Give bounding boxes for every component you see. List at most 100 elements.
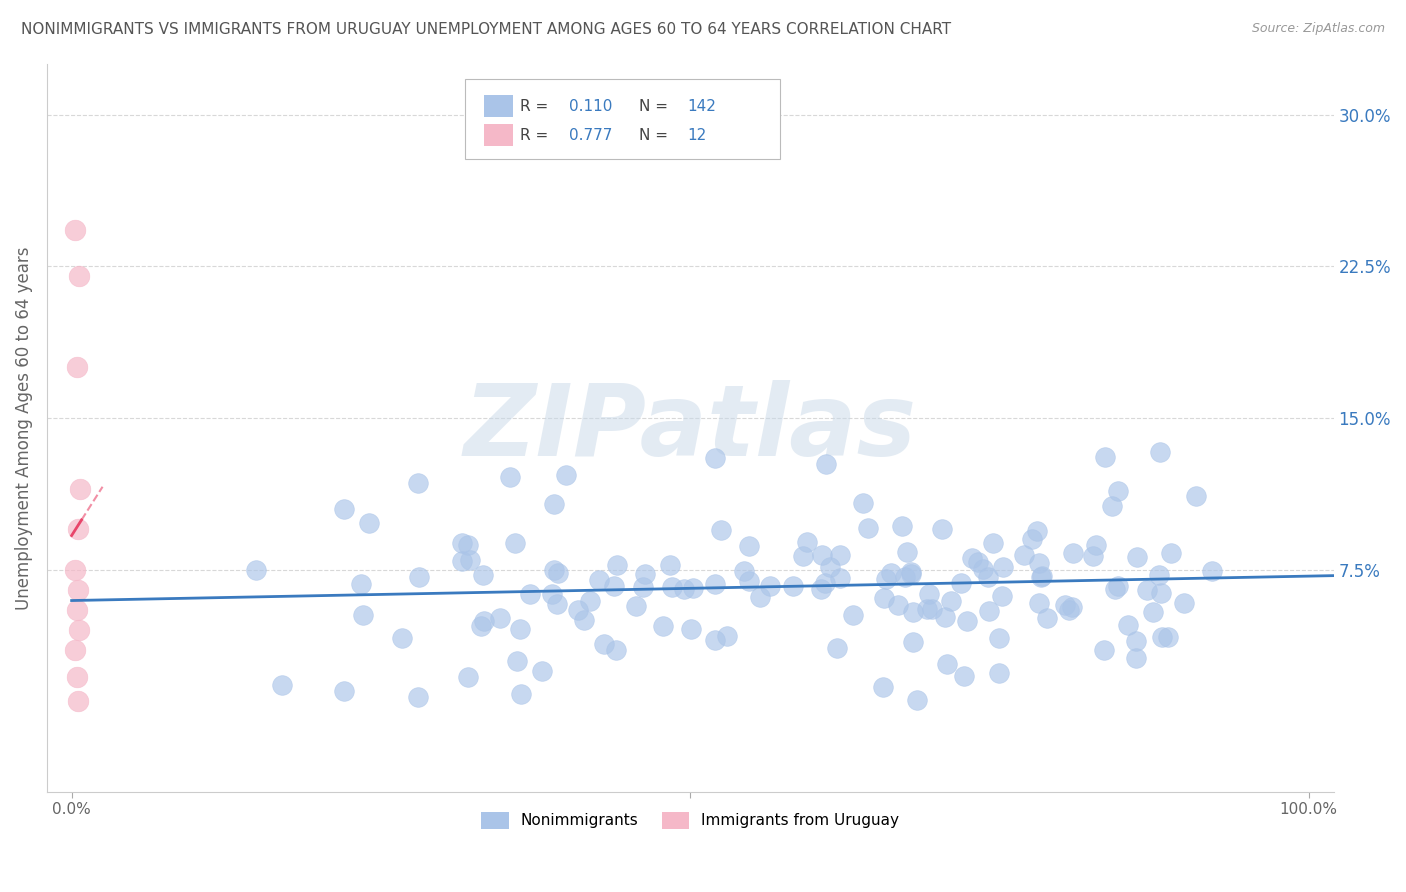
Point — [703, 577, 725, 591]
Point — [391, 632, 413, 646]
Point — [941, 594, 963, 608]
Point — [875, 572, 897, 586]
Point — [499, 470, 522, 484]
Point — [65, 670, 87, 684]
Point — [1116, 618, 1139, 632]
Y-axis label: Unemployment Among Ages 60 to 64 years: Unemployment Among Ages 60 to 64 years — [15, 246, 32, 610]
Point — [1081, 549, 1104, 563]
Point — [873, 591, 896, 605]
Point — [352, 608, 374, 623]
Point — [749, 590, 772, 604]
Point — [828, 571, 851, 585]
FancyBboxPatch shape — [484, 95, 513, 117]
Text: 12: 12 — [688, 128, 707, 143]
Point — [1125, 650, 1147, 665]
Point — [815, 458, 838, 472]
Point — [1142, 605, 1164, 619]
Point — [572, 614, 595, 628]
Point — [65, 360, 87, 375]
Point — [1160, 546, 1182, 560]
Point — [931, 522, 953, 536]
Point — [66, 522, 89, 536]
Point — [458, 552, 481, 566]
Point — [350, 577, 373, 591]
Point — [66, 582, 89, 597]
Point — [450, 536, 472, 550]
Point — [1085, 538, 1108, 552]
Point — [987, 666, 1010, 681]
Point — [65, 603, 87, 617]
Point — [811, 548, 834, 562]
Point — [987, 631, 1010, 645]
Point — [828, 548, 851, 562]
Point — [333, 684, 356, 698]
Point — [1028, 556, 1050, 570]
Point — [555, 467, 578, 482]
Point — [703, 451, 725, 466]
Point — [624, 599, 647, 613]
Point — [333, 502, 356, 516]
Point — [967, 555, 990, 569]
Point — [955, 614, 977, 628]
Point — [872, 680, 894, 694]
Point — [710, 524, 733, 538]
Point — [530, 664, 553, 678]
Point — [631, 580, 654, 594]
Point — [890, 519, 912, 533]
Point — [1021, 533, 1043, 547]
Point — [1054, 598, 1077, 612]
Point — [1025, 524, 1047, 538]
Point — [814, 576, 837, 591]
Point — [703, 633, 725, 648]
Text: 142: 142 — [688, 99, 717, 114]
Text: N =: N = — [638, 128, 672, 143]
Point — [842, 608, 865, 623]
Point — [1150, 586, 1173, 600]
Point — [65, 223, 87, 237]
Point — [991, 590, 1014, 604]
Point — [634, 567, 657, 582]
FancyBboxPatch shape — [465, 78, 780, 159]
Point — [1125, 634, 1147, 648]
Point — [896, 545, 918, 559]
Point — [406, 690, 429, 704]
Text: ZIPatlas: ZIPatlas — [464, 379, 917, 476]
Point — [1101, 499, 1123, 513]
Point — [852, 496, 875, 510]
Point — [606, 558, 628, 573]
Point — [880, 566, 903, 580]
Point — [1060, 600, 1083, 615]
Point — [1062, 546, 1084, 560]
Text: R =: R = — [520, 128, 554, 143]
Text: Source: ZipAtlas.com: Source: ZipAtlas.com — [1251, 22, 1385, 36]
Point — [979, 604, 1001, 618]
Point — [934, 610, 956, 624]
Legend: Nonimmigrants, Immigrants from Uruguay: Nonimmigrants, Immigrants from Uruguay — [475, 805, 905, 835]
Point — [457, 538, 479, 552]
Point — [900, 567, 922, 582]
Text: N =: N = — [638, 99, 672, 114]
Point — [952, 669, 974, 683]
Point — [506, 654, 529, 668]
Point — [894, 570, 917, 584]
Point — [470, 619, 492, 633]
Point — [540, 586, 562, 600]
Point — [1136, 583, 1159, 598]
Point — [901, 635, 924, 649]
Point — [472, 614, 495, 628]
Point — [65, 643, 87, 657]
Point — [1185, 489, 1208, 503]
Point — [67, 624, 90, 638]
Point — [67, 269, 90, 284]
Point — [682, 581, 704, 595]
Point — [679, 622, 702, 636]
Point — [406, 475, 429, 490]
Point — [658, 558, 681, 573]
Point — [503, 535, 526, 549]
Point — [357, 516, 380, 530]
Point — [271, 678, 294, 692]
Point — [69, 482, 91, 496]
Point — [738, 539, 761, 553]
FancyBboxPatch shape — [484, 125, 513, 146]
Point — [543, 563, 565, 577]
